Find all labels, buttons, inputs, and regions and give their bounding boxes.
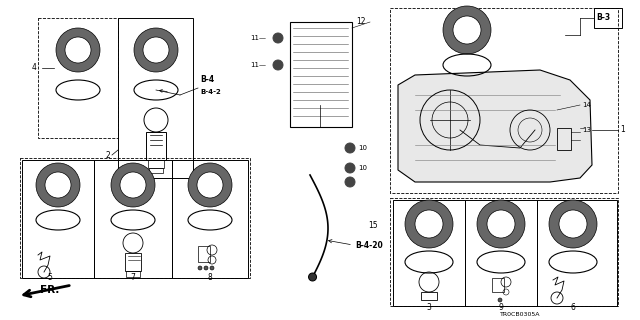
Bar [172,160,248,278]
Bar [537,200,617,306]
Text: 3: 3 [427,303,431,313]
Text: TR0CB0305A: TR0CB0305A [500,311,541,316]
Circle shape [453,16,481,44]
Text: 10: 10 [358,145,367,151]
Bar [148,160,164,168]
Bar [594,8,622,28]
Bar [492,278,504,292]
Circle shape [477,200,525,248]
Bar [198,246,210,262]
Circle shape [345,163,355,173]
Bar [465,200,537,306]
Circle shape [345,177,355,187]
Circle shape [415,210,443,238]
Circle shape [36,163,80,207]
Circle shape [559,210,587,238]
Circle shape [204,266,208,270]
Text: 11—: 11— [250,35,266,41]
Text: 14: 14 [582,102,591,108]
Bar [149,168,163,173]
Text: B-4: B-4 [200,76,214,84]
Text: 4: 4 [32,63,37,73]
Text: B-4-2: B-4-2 [200,89,221,95]
Circle shape [498,298,502,302]
Bar [20,158,250,278]
Bar [118,18,193,178]
Bar [146,132,166,160]
Circle shape [134,28,178,72]
Text: 6: 6 [571,303,575,313]
Circle shape [188,163,232,207]
Circle shape [487,210,515,238]
Bar [390,8,618,193]
Circle shape [45,172,71,198]
Polygon shape [398,70,592,182]
Text: 8: 8 [207,274,212,283]
Text: FR.: FR. [40,285,60,295]
Circle shape [308,273,317,281]
Circle shape [443,6,491,54]
Text: 12: 12 [356,18,365,27]
Circle shape [273,60,283,70]
Bar [38,18,118,138]
Circle shape [405,200,453,248]
Circle shape [345,143,355,153]
Bar [290,22,352,127]
Circle shape [198,266,202,270]
Text: 11—: 11— [250,62,266,68]
Circle shape [56,28,100,72]
Circle shape [111,163,155,207]
Circle shape [143,37,169,63]
Bar [393,200,465,306]
Bar [421,292,437,300]
Circle shape [120,172,146,198]
Circle shape [197,172,223,198]
Circle shape [273,33,283,43]
Text: 7: 7 [131,274,136,283]
Bar [557,128,571,150]
Text: B-3: B-3 [596,13,610,22]
Circle shape [65,37,91,63]
Bar [94,160,172,278]
Text: 10: 10 [358,165,367,171]
Bar [125,253,141,271]
Bar [390,198,618,306]
Circle shape [210,266,214,270]
Text: B-4-20: B-4-20 [355,241,383,250]
Bar [22,160,94,278]
Text: 2: 2 [105,150,109,159]
Circle shape [549,200,597,248]
Text: 5: 5 [47,274,52,283]
Text: 1: 1 [620,125,625,134]
Text: 13: 13 [582,127,591,133]
Text: 15: 15 [368,220,378,229]
Bar [126,271,140,277]
Text: 9: 9 [499,303,504,313]
